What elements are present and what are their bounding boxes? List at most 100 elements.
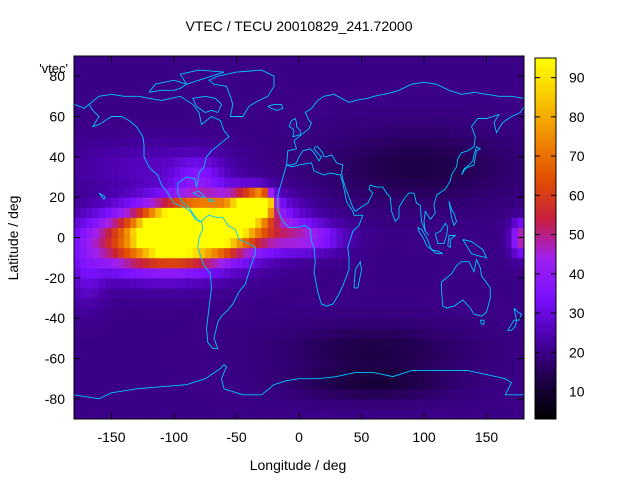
heatmap-cell — [230, 136, 238, 148]
heatmap-cell — [392, 308, 400, 319]
heatmap-cell — [261, 56, 269, 67]
heatmap-cell — [217, 257, 225, 269]
heatmap-cell — [217, 247, 225, 259]
heatmap-cell — [311, 338, 319, 350]
heatmap-cell — [467, 227, 475, 239]
heatmap-cell — [424, 408, 431, 419]
heatmap-cell — [99, 358, 106, 370]
heatmap-cell — [130, 408, 138, 419]
x-tick-label: 150 — [475, 429, 499, 445]
heatmap-cell — [305, 166, 313, 178]
heatmap-cell — [105, 328, 113, 339]
heatmap-cell — [455, 56, 463, 67]
heatmap-cell — [124, 237, 131, 249]
heatmap-cell — [192, 217, 200, 229]
heatmap-cell — [174, 237, 181, 249]
heatmap-cell — [242, 388, 250, 400]
heatmap-cell — [424, 267, 431, 279]
heatmap-cell — [280, 166, 288, 178]
heatmap-cell — [286, 378, 294, 390]
heatmap-cell — [411, 136, 419, 148]
heatmap-cell — [92, 177, 100, 188]
heatmap-cell — [286, 197, 294, 208]
heatmap-cell — [74, 86, 81, 97]
heatmap-cell — [74, 76, 81, 87]
coastline — [192, 190, 207, 198]
heatmap-cell — [480, 177, 488, 188]
heatmap-cell — [311, 187, 319, 198]
heatmap-cell — [349, 156, 356, 168]
heatmap-cell — [386, 348, 394, 360]
heatmap-cell — [424, 166, 431, 178]
heatmap-cell — [186, 287, 194, 299]
heatmap-cell — [199, 146, 206, 158]
heatmap-cell — [405, 227, 413, 239]
heatmap-cell — [255, 207, 263, 218]
heatmap-cell — [292, 177, 300, 188]
heatmap-cell — [317, 76, 325, 87]
heatmap-cell — [480, 298, 488, 309]
heatmap-cell — [355, 378, 363, 390]
heatmap-cell — [99, 328, 106, 339]
heatmap-cell — [386, 177, 394, 188]
heatmap-cell — [330, 267, 338, 279]
heatmap-cell — [242, 308, 250, 319]
heatmap-cell — [249, 56, 256, 67]
heatmap-cell — [149, 298, 156, 309]
heatmap-cell — [199, 348, 206, 360]
heatmap-cell — [317, 318, 325, 329]
heatmap-cell — [142, 166, 150, 178]
heatmap-cell — [386, 116, 394, 128]
heatmap-cell — [230, 197, 238, 208]
heatmap-cell — [330, 86, 338, 97]
heatmap-cell — [274, 146, 281, 158]
heatmap-cell — [117, 338, 125, 350]
heatmap-cell — [392, 247, 400, 259]
heatmap-cell — [74, 348, 81, 360]
heatmap-cell — [480, 166, 488, 178]
heatmap-cell — [467, 76, 475, 87]
heatmap-cell — [349, 116, 356, 128]
heatmap-cell — [74, 277, 81, 289]
heatmap-cell — [442, 76, 450, 87]
heatmap-cell — [161, 197, 169, 208]
heatmap-cell — [430, 237, 438, 249]
heatmap-cell — [286, 247, 294, 259]
heatmap-cell — [305, 328, 313, 339]
heatmap-cell — [130, 177, 138, 188]
heatmap-cell — [336, 56, 344, 67]
heatmap-cell — [511, 187, 519, 198]
heatmap-cell — [317, 126, 325, 138]
heatmap-cell — [174, 126, 181, 138]
heatmap-cell — [142, 66, 150, 77]
heatmap-cell — [330, 287, 338, 299]
heatmap-cell — [361, 358, 369, 370]
heatmap-cell — [180, 267, 188, 279]
heatmap-cell — [261, 358, 269, 370]
heatmap-cell — [461, 267, 469, 279]
colorbar-tick-label: 40 — [569, 266, 585, 282]
heatmap-cell — [111, 318, 119, 329]
heatmap-cell — [461, 116, 469, 128]
heatmap-cell — [242, 86, 250, 97]
heatmap-cell — [267, 328, 275, 339]
heatmap-cell — [124, 207, 131, 218]
heatmap-cell — [280, 207, 288, 218]
heatmap-cell — [130, 156, 138, 168]
heatmap-cell — [374, 368, 381, 380]
heatmap-cell — [236, 398, 244, 410]
heatmap-cell — [499, 177, 506, 188]
heatmap-cell — [511, 116, 519, 128]
heatmap-cell — [286, 76, 294, 87]
heatmap-cell — [361, 56, 369, 67]
heatmap-cell — [511, 328, 519, 339]
heatmap-cell — [86, 318, 94, 329]
heatmap-cells — [74, 56, 524, 419]
heatmap-cell — [167, 66, 175, 77]
heatmap-cell — [436, 197, 444, 208]
heatmap-cell — [224, 166, 231, 178]
heatmap-cell — [117, 207, 125, 218]
heatmap-cell — [392, 177, 400, 188]
heatmap-cell — [255, 318, 263, 329]
heatmap-cell — [442, 398, 450, 410]
